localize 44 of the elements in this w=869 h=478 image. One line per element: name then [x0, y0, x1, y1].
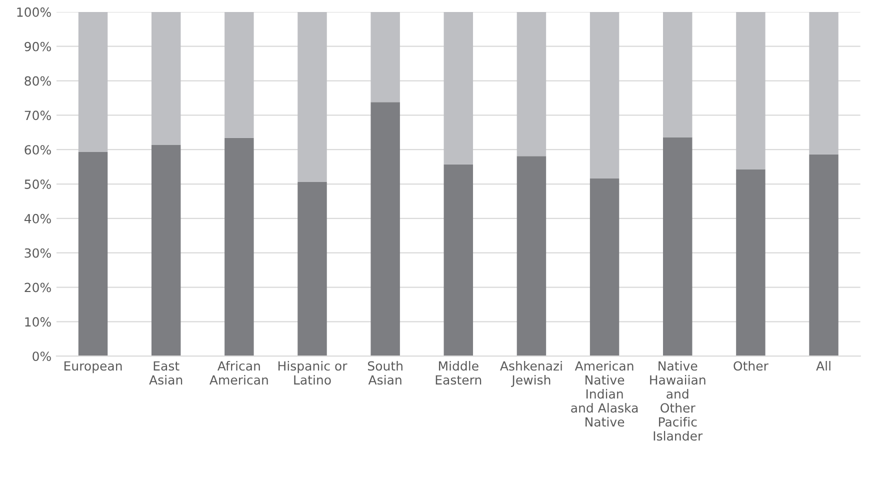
- x-tick-label: South Asian: [368, 360, 402, 385]
- x-tick-label: East Asian: [149, 361, 182, 385]
- y-tick-label: 0%: [32, 352, 51, 362]
- bar: [370, 102, 400, 356]
- bar: [516, 12, 546, 156]
- y-tick-label: 70%: [24, 110, 51, 120]
- x-tick-label: Ashkenazi Jewish: [500, 360, 562, 387]
- bar: [809, 154, 838, 356]
- bar: [516, 156, 546, 356]
- bar: [809, 12, 838, 154]
- bar: [224, 12, 254, 138]
- y-tick-label: 50%: [24, 180, 51, 189]
- x-tick-label: European: [64, 361, 122, 374]
- bar: [663, 12, 692, 138]
- bar: [736, 169, 766, 356]
- bar: [298, 12, 327, 182]
- x-tick-label: American Native Indian and Alaska Native: [571, 360, 638, 427]
- x-tick-label: African American: [210, 360, 268, 385]
- bar: [444, 12, 474, 164]
- y-tick-label: 40%: [24, 214, 51, 224]
- bar: [663, 137, 692, 356]
- bar: [78, 12, 108, 152]
- bar: [736, 12, 766, 170]
- bar: [78, 152, 108, 356]
- x-tick-label: Hispanic or Latino: [278, 360, 348, 385]
- y-tick-label: 20%: [24, 282, 51, 292]
- x-tick-label: Other: [734, 360, 768, 371]
- y-tick-label: 90%: [24, 42, 51, 52]
- x-tick-label: All: [816, 360, 830, 370]
- bar: [298, 182, 327, 356]
- y-tick-label: 30%: [24, 248, 51, 258]
- bar: [590, 12, 620, 179]
- y-tick-label: 10%: [25, 317, 51, 327]
- bar: [151, 144, 181, 356]
- bar: [590, 178, 620, 356]
- bar: [370, 12, 400, 102]
- x-tick-label: Middle Eastern: [436, 360, 482, 385]
- y-tick-label: 60%: [24, 145, 51, 155]
- bar: [444, 164, 474, 356]
- bar: [151, 12, 181, 145]
- x-tick-label: Native Hawaiian and Other Pacific Islander: [650, 360, 706, 441]
- bar: [224, 138, 254, 356]
- y-tick-label: 100%: [17, 7, 51, 17]
- y-tick-label: 80%: [24, 76, 51, 86]
